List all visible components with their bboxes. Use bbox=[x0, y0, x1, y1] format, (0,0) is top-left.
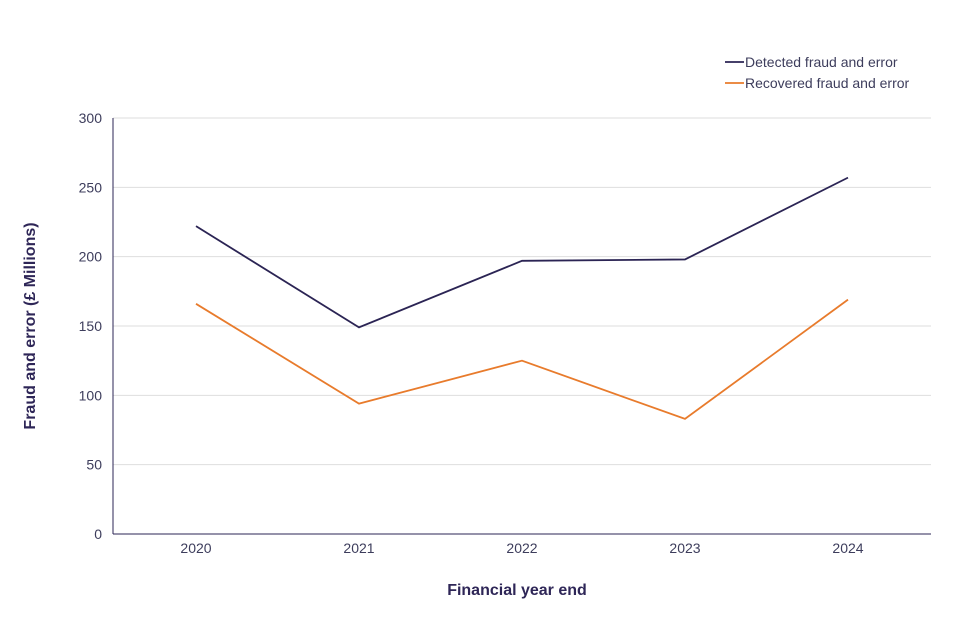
y-tick-labels: 0 50 100 150 200 250 300 bbox=[79, 110, 103, 542]
y-axis-title: Fraud and error (£ Millions) bbox=[22, 222, 39, 429]
gridlines bbox=[113, 117, 931, 466]
x-tick-label: 2024 bbox=[832, 540, 863, 556]
y-tick-label: 300 bbox=[79, 110, 103, 126]
y-tick-label: 200 bbox=[79, 249, 103, 265]
legend-label: Detected fraud and error bbox=[745, 54, 898, 70]
y-tick-label: 250 bbox=[79, 179, 103, 195]
x-axis-title: Financial year end bbox=[447, 582, 587, 599]
x-tick-label: 2022 bbox=[506, 540, 537, 556]
x-tick-label: 2020 bbox=[180, 540, 211, 556]
series-lines bbox=[195, 176, 849, 420]
series-line-recovered bbox=[195, 298, 849, 420]
x-tick-label: 2021 bbox=[343, 540, 374, 556]
y-tick-label: 150 bbox=[79, 318, 103, 334]
legend: Detected fraud and error Recovered fraud … bbox=[725, 54, 910, 91]
axes bbox=[112, 118, 931, 535]
y-tick-label: 50 bbox=[86, 457, 102, 473]
series-line-detected bbox=[195, 176, 849, 329]
x-tick-label: 2023 bbox=[669, 540, 700, 556]
y-tick-label: 0 bbox=[94, 526, 102, 542]
y-tick-label: 100 bbox=[79, 387, 103, 403]
legend-label: Recovered fraud and error bbox=[745, 75, 910, 91]
x-tick-labels: 2020 2021 2022 2023 2024 bbox=[180, 540, 863, 556]
